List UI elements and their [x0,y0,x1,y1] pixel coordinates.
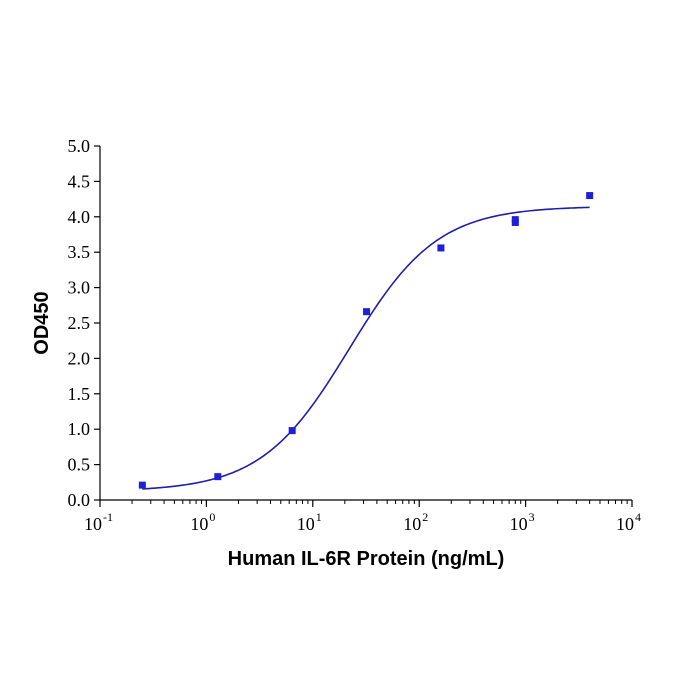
data-points-layer [138,192,594,489]
y-tick-label: 4.5 [68,171,91,191]
data-point [511,216,519,224]
x-tick-base: 10 [510,514,528,534]
x-tick-base: 10 [616,514,634,534]
y-tick-label: 2.5 [68,313,91,333]
fit-curve [142,206,590,490]
data-point [214,473,222,481]
x-tick-label: 10 4 [616,510,641,534]
y-tick-label: 3.5 [68,242,91,262]
x-tick-exponent: 2 [422,510,428,524]
data-point [437,244,445,252]
x-tick-exponent: 0 [209,510,215,524]
x-tick-exponent: 1 [316,510,322,524]
x-tick-base: 10 [84,514,102,534]
y-axis-title: OD450 [31,291,53,354]
y-tick-label: 2.0 [68,348,91,368]
data-point [288,427,296,435]
x-tick-label: 10 2 [403,510,428,534]
y-tick-label: 0.5 [68,455,91,475]
y-tick-label: 0.0 [68,490,91,510]
y-tick-label: 1.5 [68,384,91,404]
x-tick-exponent: -1 [103,510,113,524]
x-tick-base: 10 [190,514,208,534]
x-axis-title: Human IL-6R Protein (ng/mL) [228,548,505,570]
x-tick-exponent: 4 [635,510,641,524]
x-tick-label: 10 0 [190,510,215,534]
y-tick-label: 3.0 [68,278,91,298]
x-tick-label: 10 1 [297,510,322,534]
data-point [586,192,594,200]
x-tick-exponent: 3 [529,510,535,524]
y-tick-label: 5.0 [68,136,91,156]
data-point [138,481,146,489]
fit-curve-layer [142,206,590,490]
y-tick-label: 4.0 [68,207,91,227]
y-tick-label: 1.0 [68,419,91,439]
x-tick-base: 10 [403,514,421,534]
data-point [363,308,371,316]
x-tick-base: 10 [297,514,315,534]
x-tick-label: 10 -1 [84,510,113,534]
x-ticks: 10 -1 10 0 10 1 10 2 10 3 10 4 [84,500,641,534]
x-tick-label: 10 3 [510,510,535,534]
y-ticks: 0.0 0.5 1.0 1.5 2.0 2.5 3.0 3.5 4.0 4.5 5.0 [68,136,100,510]
